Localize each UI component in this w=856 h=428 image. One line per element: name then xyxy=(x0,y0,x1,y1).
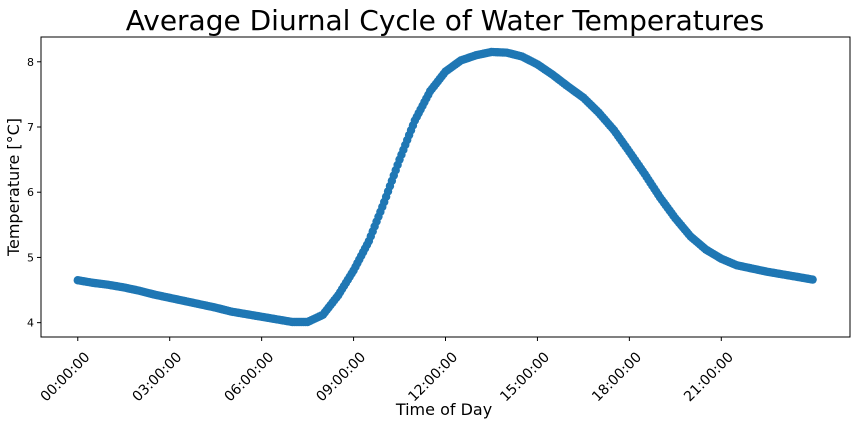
scatter-points xyxy=(73,47,817,327)
y-tick-label: 7 xyxy=(27,121,34,134)
y-tick-label: 4 xyxy=(27,317,34,330)
data-point xyxy=(808,275,817,284)
x-axis-label: Time of Day xyxy=(395,400,492,419)
y-axis-label: Temperature [°C] xyxy=(4,118,23,257)
x-tick-label: 03:00:00 xyxy=(130,349,186,405)
plot-frame xyxy=(40,36,851,338)
y-axis-ticks: 4 5 6 7 8 xyxy=(27,56,41,330)
y-tick-label: 6 xyxy=(27,186,34,199)
y-tick-label: 5 xyxy=(27,251,34,264)
x-tick-label: 12:00:00 xyxy=(405,349,461,405)
x-tick-label: 09:00:00 xyxy=(313,349,369,405)
x-tick-label: 00:00:00 xyxy=(38,349,94,405)
x-tick-label: 18:00:00 xyxy=(589,349,645,405)
chart-title: Average Diurnal Cycle of Water Temperatu… xyxy=(126,4,765,37)
x-axis-ticks: 00:00:00 03:00:00 06:00:00 09:00:00 12:00:00… xyxy=(38,337,737,405)
x-tick-label: 21:00:00 xyxy=(681,349,737,405)
x-tick-label: 06:00:00 xyxy=(221,349,277,405)
x-tick-label: 15:00:00 xyxy=(497,349,553,405)
y-tick-label: 8 xyxy=(27,56,34,69)
